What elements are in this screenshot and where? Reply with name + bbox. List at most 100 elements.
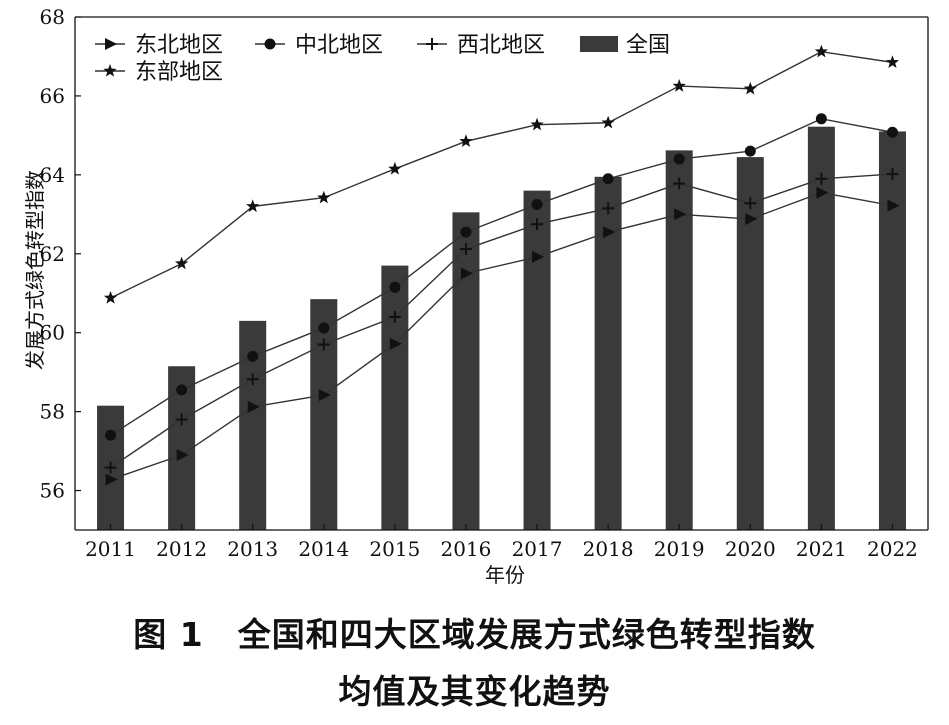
legend-label-1: 中北地区 xyxy=(295,33,383,58)
series-2-point-2014 xyxy=(317,338,330,351)
series-2 xyxy=(104,168,899,474)
series-0-point-2020 xyxy=(745,213,758,226)
legend-item-2: 西北地区 xyxy=(417,33,545,58)
y-tick-label-62: 62 xyxy=(40,242,65,266)
x-tick-label-2021: 2021 xyxy=(796,537,847,561)
bar-2016 xyxy=(452,212,480,531)
legend-item-3: 全国 xyxy=(580,33,670,58)
series-0-point-2017 xyxy=(532,250,545,263)
series-2-point-2021 xyxy=(815,172,828,185)
series-3-point-2013 xyxy=(246,199,260,213)
series-1-point-2016 xyxy=(460,226,472,238)
series-1-point-2018 xyxy=(602,173,614,185)
chart: 56 58 60 62 64 66 68 2011 2012 2013 2014 2015 2016 20… xyxy=(23,5,929,587)
series-1-point-2020 xyxy=(744,145,756,157)
y-tick-label-64: 64 xyxy=(40,163,65,187)
x-tick-label-2011: 2011 xyxy=(85,537,136,561)
x-tick-label-2015: 2015 xyxy=(369,537,420,561)
x-tick-label-2014: 2014 xyxy=(298,537,349,561)
legend-item-0: 东北地区 xyxy=(95,33,223,58)
series-0-point-2021 xyxy=(816,186,829,199)
series-1-point-2019 xyxy=(673,153,685,165)
legend-label-4: 东部地区 xyxy=(135,60,223,85)
series-1-point-2011 xyxy=(105,429,117,441)
series-3-point-2017 xyxy=(530,117,544,131)
bar-2022 xyxy=(878,131,906,530)
x-tick-label-2020: 2020 xyxy=(725,537,776,561)
y-tick-label-66: 66 xyxy=(40,84,65,108)
series-3-point-2020 xyxy=(743,81,757,95)
y-tick-label-68: 68 xyxy=(40,5,65,29)
axes-layer: 56 58 60 62 64 66 68 2011 2012 2013 2014 2015 2016 20… xyxy=(40,5,929,561)
y-axis-label: 发展方式绿色转型指数 xyxy=(23,170,47,370)
series-1-point-2012 xyxy=(176,384,188,396)
bar-2015 xyxy=(381,265,409,530)
legend-label-3: 全国 xyxy=(626,33,670,58)
series-3-point-2019 xyxy=(672,79,686,92)
x-tick-label-2022: 2022 xyxy=(867,537,918,561)
legend-marker-0 xyxy=(105,38,117,50)
series-3-point-2021 xyxy=(814,44,829,58)
series-3-point-2018 xyxy=(601,115,615,129)
legend-item-1: 中北地区 xyxy=(255,33,383,58)
series-2-point-2012 xyxy=(175,413,188,426)
series-0-point-2018 xyxy=(603,226,616,239)
lines-layer xyxy=(103,44,900,486)
series-2-point-2013 xyxy=(246,373,259,386)
series-3-point-2015 xyxy=(388,161,402,175)
series-0-point-2016 xyxy=(460,267,473,280)
series-1-point-2015 xyxy=(389,281,401,293)
series-line-0 xyxy=(110,191,893,481)
y-tick-label-56: 56 xyxy=(40,479,65,503)
x-axis-label: 年份 xyxy=(485,563,525,587)
series-0-point-2011 xyxy=(105,473,118,486)
series-line-2 xyxy=(110,173,893,469)
series-3-point-2014 xyxy=(317,190,331,204)
bar-2020 xyxy=(736,157,764,531)
x-tick-label-2012: 2012 xyxy=(156,537,207,561)
series-0-point-2019 xyxy=(674,208,687,221)
series-1-point-2013 xyxy=(247,350,259,362)
series-2-point-2020 xyxy=(744,197,757,210)
x-tick-label-2017: 2017 xyxy=(512,537,563,561)
series-line-3 xyxy=(110,51,893,299)
series-2-point-2022 xyxy=(886,168,899,181)
series-1-point-2017 xyxy=(531,198,543,210)
series-3 xyxy=(103,44,900,304)
legend-marker-4 xyxy=(103,64,117,77)
legend-marker-1 xyxy=(264,38,276,50)
bar-2014 xyxy=(310,299,338,530)
legend-item-4: 东部地区 xyxy=(95,60,223,85)
x-tick-label-2013: 2013 xyxy=(227,537,278,561)
bar-2021 xyxy=(807,126,835,531)
series-2-point-2015 xyxy=(388,310,401,323)
series-0-point-2015 xyxy=(389,337,402,350)
figure-caption-line-1: 图 1 全国和四大区域发展方式绿色转型指数 xyxy=(133,615,816,654)
x-tick-label-2019: 2019 xyxy=(654,537,705,561)
legend-swatch-3 xyxy=(580,36,618,52)
series-2-point-2017 xyxy=(531,218,544,231)
series-0 xyxy=(105,186,900,486)
series-1-point-2014 xyxy=(318,322,330,334)
series-0-point-2022 xyxy=(887,199,900,212)
bars-layer xyxy=(97,126,906,531)
series-2-point-2019 xyxy=(673,177,686,190)
legend-marker-2 xyxy=(426,38,438,50)
y-tick-label-58: 58 xyxy=(40,400,65,424)
series-1 xyxy=(105,113,898,441)
chart-svg: 56 58 60 62 64 66 68 2011 2012 2013 2014 2015 2016 20… xyxy=(23,5,929,587)
x-tick-label-2018: 2018 xyxy=(583,537,634,561)
series-3-point-2012 xyxy=(174,256,189,270)
legend-label-0: 东北地区 xyxy=(135,33,223,58)
series-1-point-2022 xyxy=(886,126,898,138)
series-2-point-2011 xyxy=(104,461,117,474)
series-2-point-2018 xyxy=(602,202,615,215)
x-tick-label-2016: 2016 xyxy=(441,537,492,561)
series-0-point-2013 xyxy=(247,400,260,413)
series-1-point-2021 xyxy=(815,113,827,125)
series-0-point-2012 xyxy=(176,449,189,462)
series-0-point-2014 xyxy=(318,389,331,402)
legend-label-2: 西北地区 xyxy=(457,33,545,58)
bar-2019 xyxy=(665,150,693,530)
